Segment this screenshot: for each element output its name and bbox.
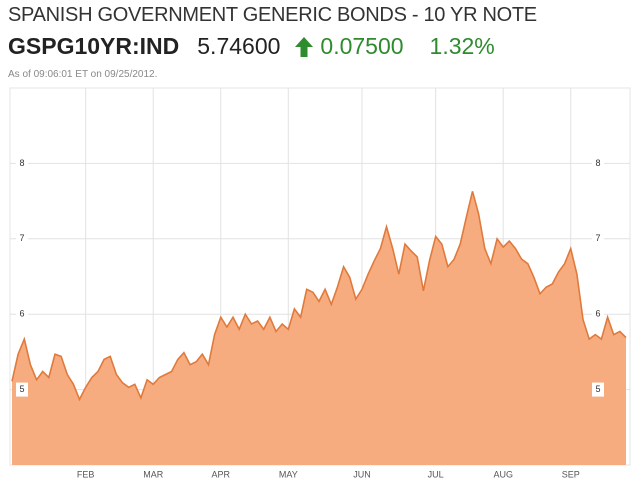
x-tick-label: APR — [212, 469, 231, 479]
up-arrow — [295, 36, 314, 57]
plot-area — [9, 87, 631, 466]
y-tick-label-box — [592, 156, 604, 171]
y-tick-label-right: 5 — [595, 384, 600, 394]
x-tick-label: FEB — [77, 469, 95, 479]
y-tick-label: 6 — [19, 309, 24, 319]
y-tick-label-box — [592, 382, 604, 397]
x-tick-label: MAR — [143, 469, 164, 479]
area — [12, 191, 626, 466]
y-tick-label: 7 — [19, 233, 24, 243]
percent-change: 1.32% — [429, 33, 495, 59]
y-tick-label: 8 — [19, 158, 24, 168]
header: SPANISH GOVERNMENT GENERIC BONDS - 10 YR… — [0, 0, 640, 88]
ticker: GSPG10YR:IND — [8, 33, 180, 59]
x-tick-label: AUG — [493, 469, 513, 479]
line — [11, 191, 627, 402]
y-tick-label-box — [16, 382, 28, 397]
y-tick-label: 5 — [19, 384, 24, 394]
y-tick-label-box — [592, 307, 604, 322]
y-tick-label-box — [16, 156, 28, 171]
price-change: 0.07500 — [320, 33, 404, 59]
y-tick-label-right: 7 — [595, 233, 600, 243]
quote-line: GSPG10YR:IND 5.74600 0.07500 1.32% — [8, 33, 495, 60]
y-tick-label-right: 6 — [595, 309, 600, 319]
page-title: SPANISH GOVERNMENT GENERIC BONDS - 10 YR… — [8, 4, 537, 26]
x-tick-label: JUL — [428, 469, 444, 479]
x-tick-label: SEP — [562, 469, 580, 479]
y-tick-label-box — [16, 231, 28, 246]
x-tick-label: JUN — [353, 469, 371, 479]
timestamp: As of 09:06:01 ET on 09/25/2012. — [8, 69, 158, 80]
y-tick-label-right: 8 — [595, 158, 600, 168]
x-tick-label: MAY — [279, 469, 298, 479]
y-tick-label-box — [592, 231, 604, 246]
price: 5.74600 — [197, 33, 281, 59]
y-tick-label-box — [16, 307, 28, 322]
